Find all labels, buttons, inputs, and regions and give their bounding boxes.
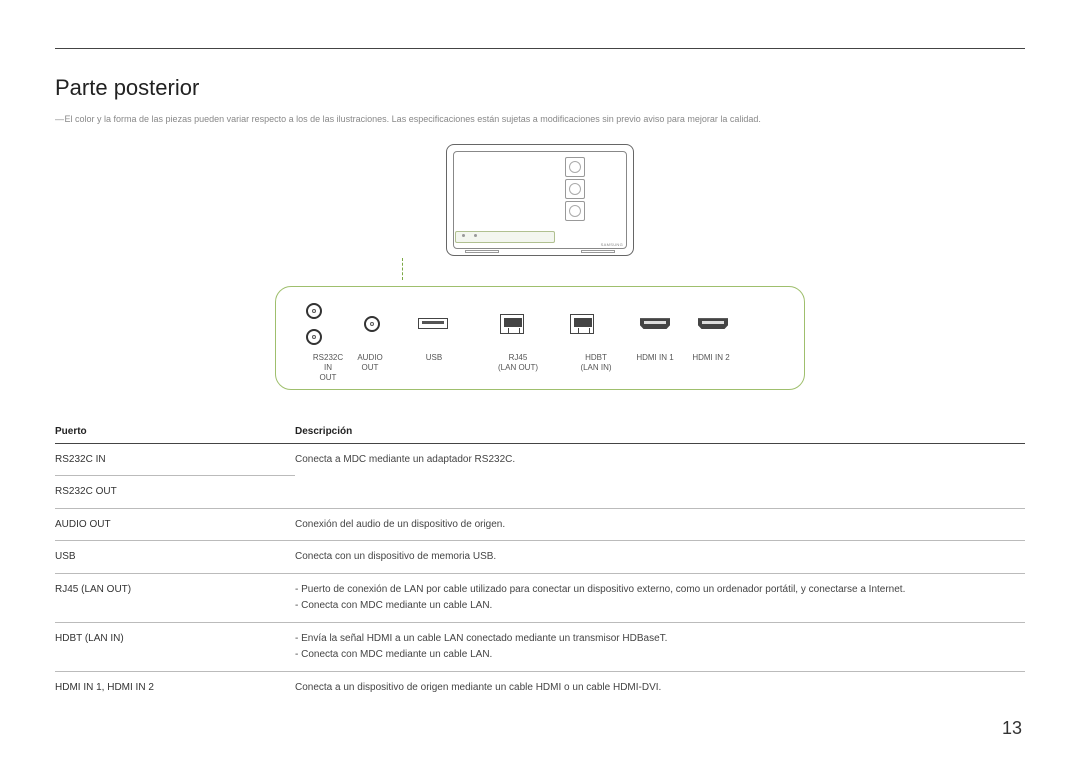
audio-out-icon [364,316,380,332]
table-row: RS232C INConecta a MDC mediante un adapt… [55,443,1025,476]
rs232c-in-icon [306,303,322,319]
rs232c-out-icon [306,329,322,345]
th-port: Puerto [55,418,295,444]
cell-port: AUDIO OUT [55,508,295,541]
section-title: Parte posterior [55,75,1025,101]
cell-desc: Conecta a un dispositivo de origen media… [295,671,1025,703]
label-usb: USB [414,353,454,383]
table-row: HDMI IN 1, HDMI IN 2Conecta a un disposi… [55,671,1025,703]
disclaimer-text: El color y la forma de las piezas pueden… [55,113,1025,126]
cell-desc: Conexión del audio de un dispositivo de … [295,508,1025,541]
label-hdbt: HDBT (LAN IN) [572,353,620,383]
panel-outline: SAMSUNG [446,144,634,256]
th-desc: Descripción [295,418,1025,444]
label-hdmi1: HDMI IN 1 [630,353,680,383]
hdmi1-icon [640,318,670,329]
table-row: RJ45 (LAN OUT)- Puerto de conexión de LA… [55,573,1025,622]
label-rs232c: RS232C IN OUT [306,353,350,383]
hdmi2-icon [698,318,728,329]
table-row: USBConecta con un dispositivo de memoria… [55,541,1025,574]
cell-port: RJ45 (LAN OUT) [55,573,295,622]
label-audioout: AUDIO OUT [350,353,390,383]
label-hdmi2: HDMI IN 2 [686,353,736,383]
cell-port: RS232C IN [55,443,295,476]
cell-port: USB [55,541,295,574]
cell-desc: - Puerto de conexión de LAN por cable ut… [295,573,1025,622]
leader-line [402,258,403,280]
cell-desc: - Envía la señal HDMI a un cable LAN con… [295,622,1025,671]
rj45-icon [500,314,524,334]
cell-desc: Conecta con un dispositivo de memoria US… [295,541,1025,574]
brand-text: SAMSUNG [601,242,623,247]
usb-icon [418,318,448,329]
label-rj45: RJ45 (LAN OUT) [490,353,546,383]
table-row: AUDIO OUTConexión del audio de un dispos… [55,508,1025,541]
page-number: 13 [1002,718,1022,739]
cell-desc: Conecta a MDC mediante un adaptador RS23… [295,443,1025,508]
hdbt-icon [570,314,594,334]
divider-top [55,48,1025,49]
rear-panel-figure: SAMSUNG RS232C IN OUT AUDIO OUT USB [55,144,1025,390]
port-strip-enlarged: RS232C IN OUT AUDIO OUT USB RJ45 (LAN OU… [275,286,805,390]
table-row: HDBT (LAN IN)- Envía la señal HDMI a un … [55,622,1025,671]
cell-port: HDMI IN 1, HDMI IN 2 [55,671,295,703]
cell-port: HDBT (LAN IN) [55,622,295,671]
cell-port: RS232C OUT [55,476,295,509]
ports-table: Puerto Descripción RS232C INConecta a MD… [55,418,1025,704]
